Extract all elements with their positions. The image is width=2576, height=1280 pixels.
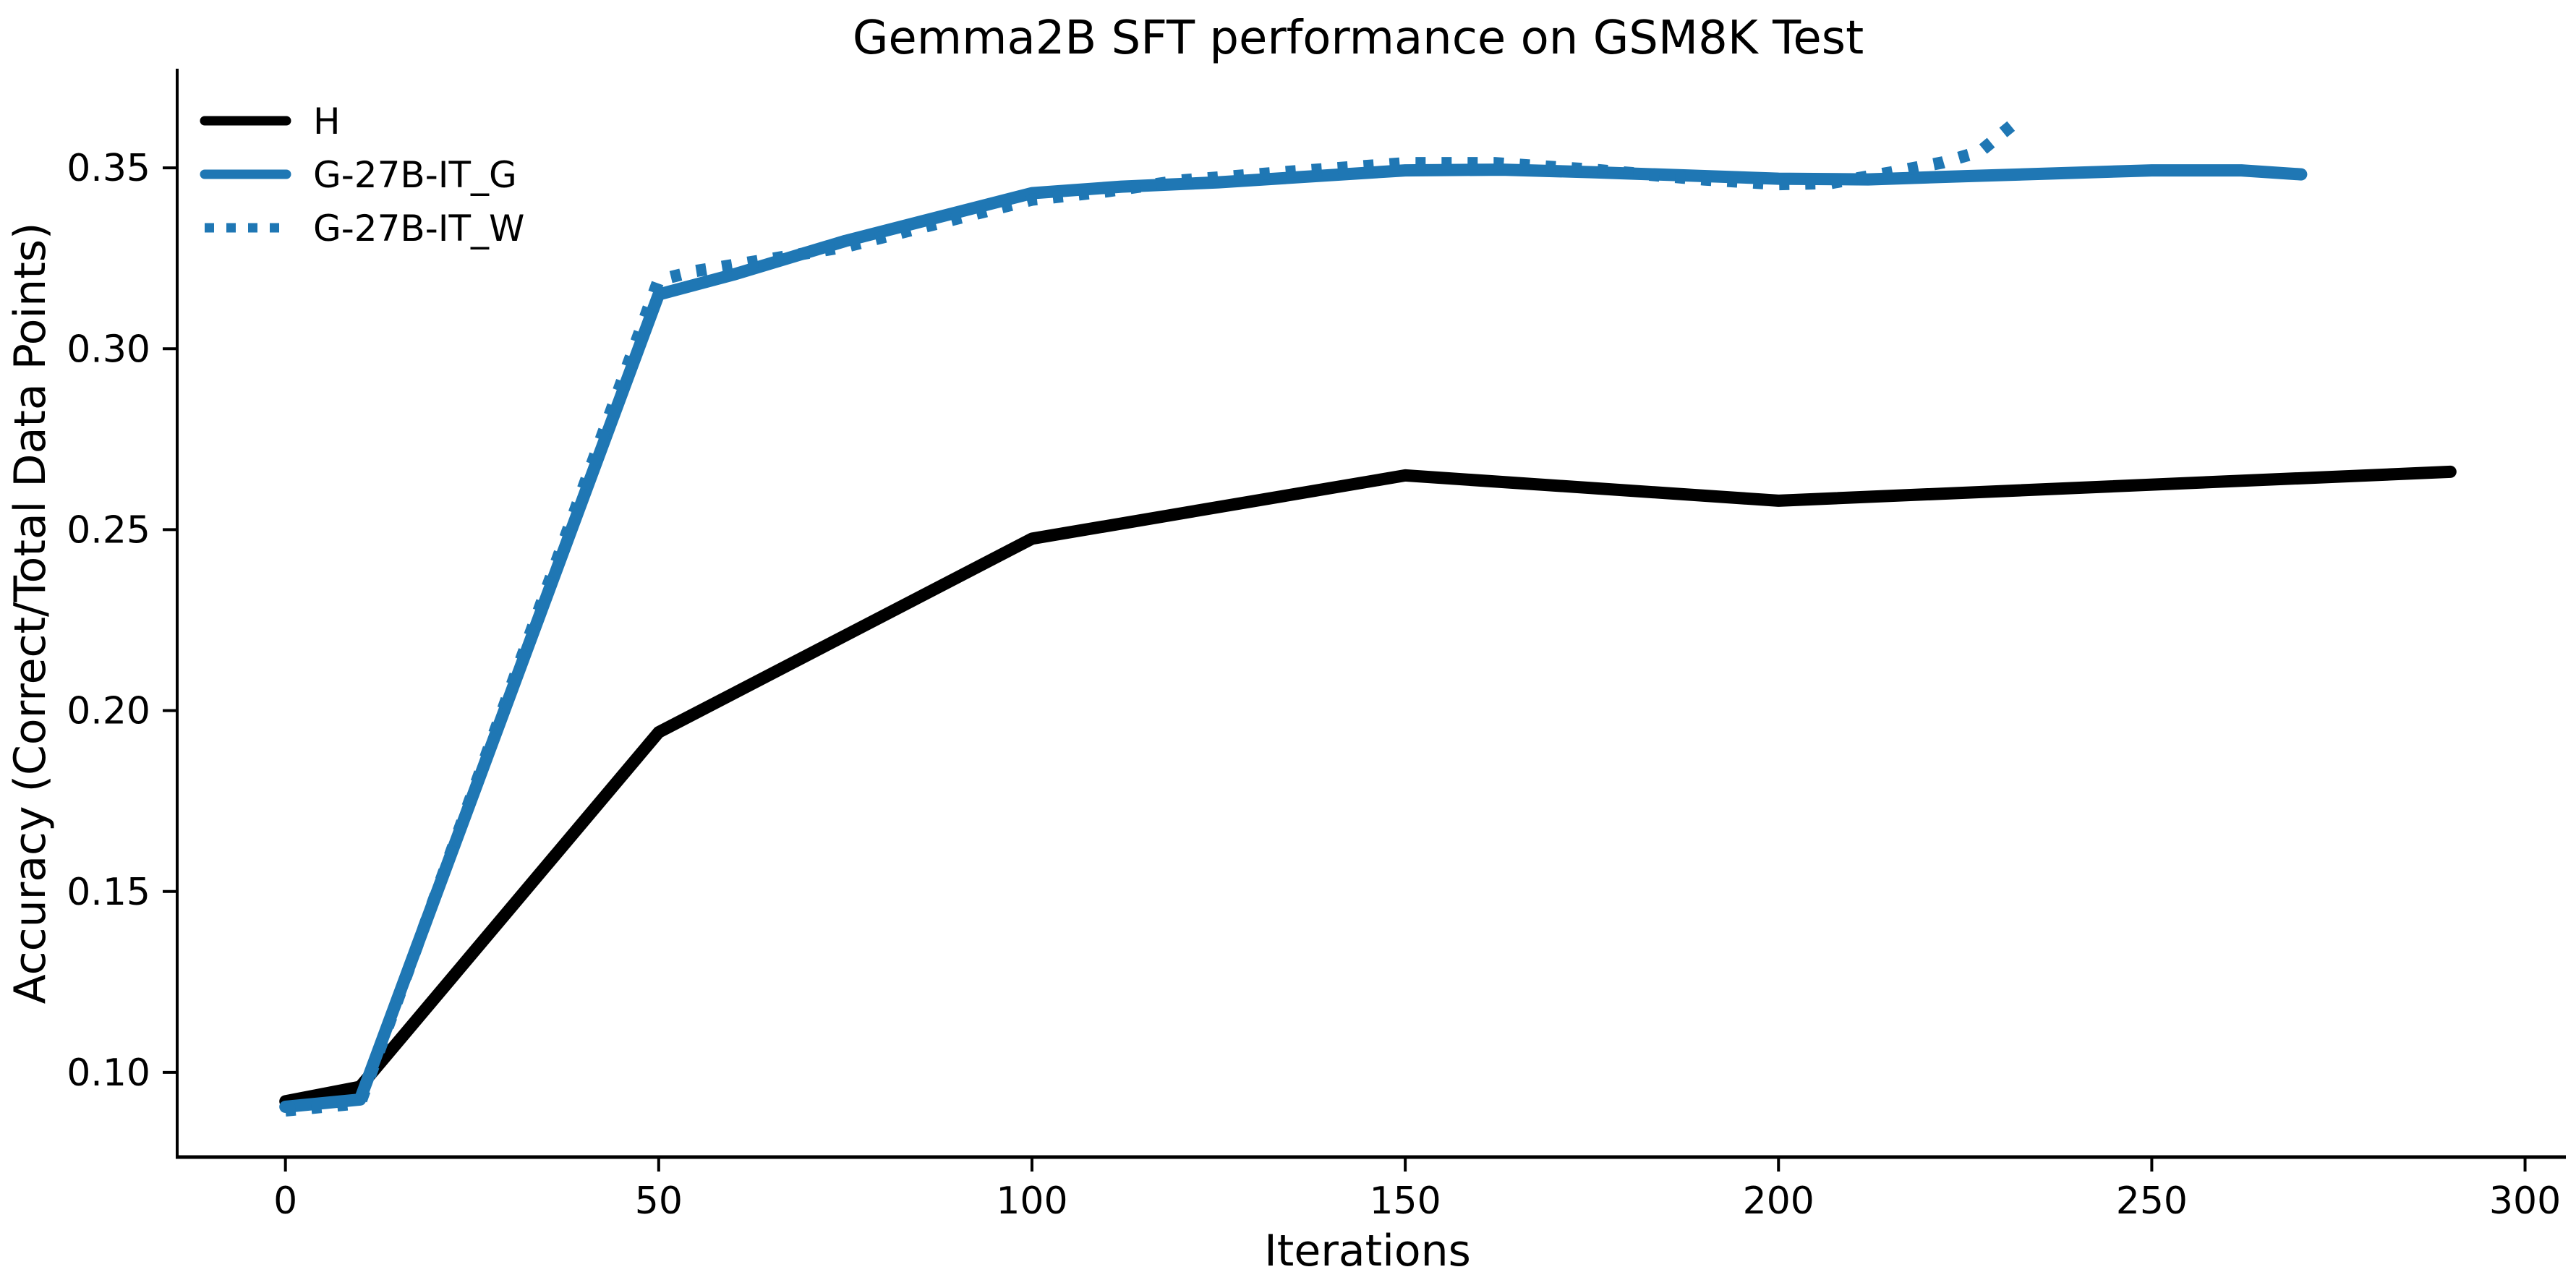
x-tick-label: 50: [635, 1179, 683, 1223]
x-tick-label: 250: [2116, 1179, 2188, 1223]
x-tick-label: 0: [273, 1179, 297, 1223]
chart-title: Gemma2B SFT performance on GSM8K Test: [853, 12, 1864, 65]
series-line-G-27B-IT_G: [279, 163, 2308, 1113]
plot-series: [279, 116, 2457, 1117]
y-tick-label: 0.30: [67, 328, 150, 371]
axes: 0 50 100 150 200 250 300 0.10 0.15 0.20 0.25 0.30 0.…: [67, 69, 2566, 1223]
legend-label-H: H: [313, 101, 341, 142]
x-tick-label: 200: [1743, 1179, 1814, 1223]
y-tick-label: 0.15: [67, 871, 150, 914]
y-tick-label: 0.35: [67, 147, 150, 190]
legend-label-G-27B-IT_W: G-27B-IT_W: [313, 208, 524, 249]
x-tick-label: 100: [996, 1179, 1067, 1223]
x-axis-label: Iterations: [1264, 1226, 1471, 1276]
x-tick-label: 150: [1369, 1179, 1441, 1223]
legend-label-G-27B-IT_G: G-27B-IT_G: [313, 154, 517, 196]
legend: H G-27B-IT_G G-27B-IT_W: [200, 101, 524, 249]
series-line-H: [279, 465, 2457, 1108]
x-tick-label: 300: [2489, 1179, 2561, 1223]
y-tick-label: 0.10: [67, 1051, 150, 1095]
y-tick-label: 0.25: [67, 508, 150, 552]
y-axis-label: Accuracy (Correct/Total Data Points): [5, 223, 56, 1004]
y-tick-label: 0.20: [67, 690, 150, 733]
